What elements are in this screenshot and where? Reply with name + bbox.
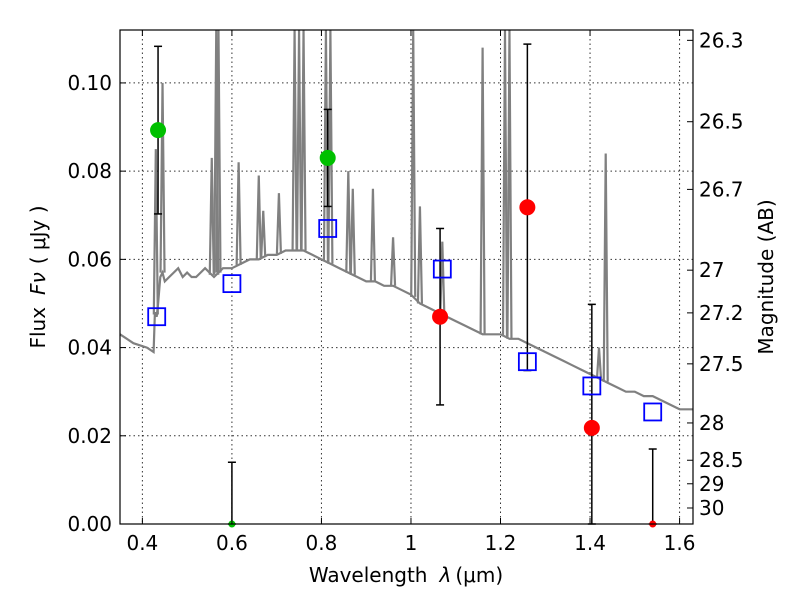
y2-tick-label: 29 [699,472,724,496]
y2-tick-label: 26.7 [699,177,744,201]
emission-line [479,47,486,335]
y-tick-label: 0.10 [67,71,112,95]
emission-line [602,153,609,382]
emission-line [255,175,262,260]
emission-line [595,347,603,379]
y-axis-title: FluxFν( μJy ) [26,205,50,348]
y2-tick-label: 26.3 [699,28,744,52]
observed-detections-point [150,122,167,139]
spectrum-continuum [119,249,693,411]
error-bars [154,43,657,525]
model-square-point [432,259,452,279]
emission-line [300,29,307,251]
x-tick-label: 1.6 [664,531,696,555]
y2-tick-label: 27.5 [699,352,744,376]
y2-tick-label: 28.5 [699,448,744,472]
x-axis-ticks: 0.4 0.6 0.8 1 1.2 1.4 1.6 [126,30,695,555]
y2-tick-label: 27.2 [699,301,744,325]
x-tick-label: 1.2 [485,531,517,555]
y-tick-label: 0.02 [67,424,112,448]
emission-line [295,29,303,251]
model-spectrum [119,29,693,411]
x-tick-label: 0.6 [216,531,248,555]
observed-detections-point [319,149,336,166]
emission-line [159,82,166,273]
emission-line [345,171,352,273]
emission-line [369,188,377,282]
model-square-point [318,219,338,238]
emission-line [439,241,446,315]
x-tick-label: 1.4 [574,531,606,555]
model-square-point [582,376,602,396]
model-square-point [517,352,537,372]
emission-line [275,193,283,254]
y-tick-label: 0.04 [67,336,112,360]
x-tick-label: 1 [405,531,418,555]
emission-line [260,210,267,258]
emission-line [291,29,298,251]
emission-line [506,29,513,339]
model-square-point [147,307,167,327]
emission-line [410,29,417,297]
y-axis-ticks: 0.00 0.02 0.04 0.06 0.08 0.10 [67,71,126,536]
x-axis-title: Wavelength λ (μm) [309,563,503,587]
x-tick-label: 0.8 [306,531,338,555]
y2-tick-label: 30 [699,496,724,520]
emission-line [235,162,242,265]
data-markers [147,122,663,528]
emission-line [152,149,159,315]
emission-line [501,29,509,337]
y2-tick-label: 28 [699,411,724,435]
emission-line [349,188,356,275]
model-square-point [643,402,663,422]
x-tick-label: 0.4 [126,531,158,555]
model-square-point [222,274,242,294]
y-tick-label: 0.06 [67,247,112,271]
emission-line [416,206,424,304]
emission-line [327,29,334,264]
emission-line [389,237,397,286]
plot-frame [119,29,694,525]
observed-upper-point [519,199,536,216]
emission-line [208,157,215,275]
y2-axis-title: Magnitude (AB) [754,199,778,354]
y2-tick-label: 26.5 [699,110,744,134]
y2-tick-label: 27 [699,258,724,282]
y-tick-label: 0.00 [67,512,112,536]
observed-upper-point [432,308,449,325]
observed-upper-point [583,419,600,436]
y-tick-label: 0.08 [67,159,112,183]
